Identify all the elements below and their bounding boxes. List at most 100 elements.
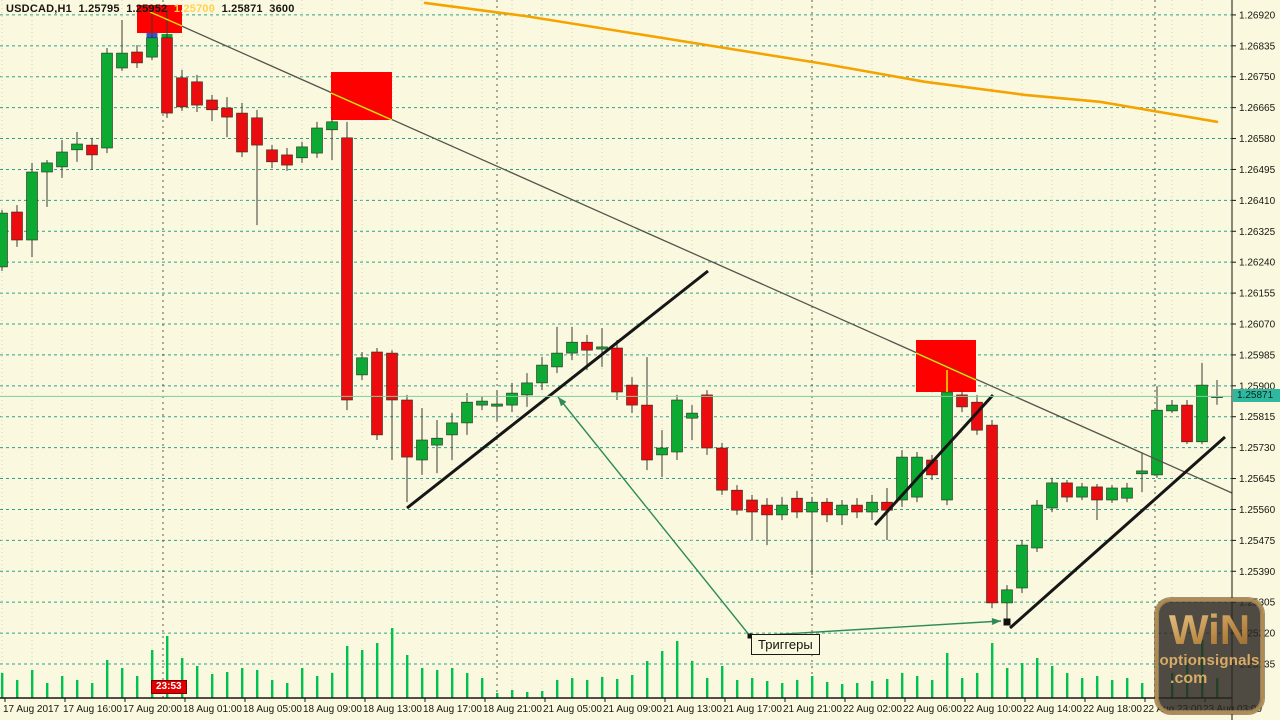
candle-body <box>461 401 473 424</box>
arrow-head <box>558 397 567 407</box>
time-axis-label: 18 Aug 21:00 <box>483 704 542 715</box>
candle-body <box>1196 384 1208 443</box>
candle-body <box>701 394 713 449</box>
volume-bar <box>61 676 64 698</box>
time-axis-label: 17 Aug 16:00 <box>63 704 122 715</box>
candle-body <box>1016 544 1028 589</box>
volume-bar <box>736 680 739 698</box>
time-axis-label: 17 Aug 20:00 <box>123 704 182 715</box>
candle-body <box>776 504 788 516</box>
volume-bar <box>766 681 769 698</box>
candle-body <box>656 447 668 456</box>
volume-bar <box>946 653 949 698</box>
time-axis-label: 21 Aug 21:00 <box>783 704 842 715</box>
trigger-arrow-left[interactable] <box>557 396 751 637</box>
candle-body <box>131 51 143 64</box>
candle-body <box>836 504 848 516</box>
price-axis-label: 1.26665 <box>1239 103 1276 114</box>
candle-body <box>1136 470 1148 475</box>
ascending-trendline-3[interactable] <box>1009 435 1226 630</box>
trendline-zone-highlight <box>149 11 183 27</box>
candle-body <box>26 171 38 241</box>
candle-body <box>116 52 128 69</box>
volume-bar <box>436 670 439 698</box>
candle-body <box>566 341 578 354</box>
volume-bar <box>481 678 484 698</box>
volume-bar <box>646 661 649 698</box>
candle-body <box>671 399 683 453</box>
candle-body <box>1121 487 1133 499</box>
time-axis-label: 21 Aug 13:00 <box>663 704 722 715</box>
volume-bar <box>301 668 304 698</box>
candle-body <box>161 37 173 114</box>
volume-bar <box>571 678 574 698</box>
volume-bar <box>376 643 379 698</box>
candle-body <box>581 341 593 351</box>
time-axis-label: 22 Aug 02:00 <box>843 704 902 715</box>
price-axis-label: 1.26410 <box>1239 196 1276 207</box>
candle-body <box>746 499 758 513</box>
volume-bar <box>91 683 94 698</box>
volume-bar <box>856 683 859 698</box>
candle-body <box>56 151 68 168</box>
volume-bar <box>616 679 619 698</box>
price-axis-label: 1.26325 <box>1239 227 1276 238</box>
candle-body <box>266 149 278 163</box>
volume-bar <box>16 680 19 698</box>
ascending-trendline-1[interactable] <box>406 269 709 510</box>
candle-body <box>491 403 503 407</box>
current-price-tag: 1.25871 <box>1233 389 1280 402</box>
volume-bar <box>391 628 394 698</box>
volume-bar <box>826 682 829 698</box>
time-axis-label: 22 Aug 18:00 <box>1083 704 1142 715</box>
volume-bar <box>106 660 109 698</box>
price-axis-label: 1.25815 <box>1239 412 1276 423</box>
volume-bar <box>166 636 169 698</box>
volume-bar <box>241 668 244 698</box>
object-anchor-handle[interactable] <box>1003 618 1011 626</box>
time-axis-label: 21 Aug 09:00 <box>603 704 662 715</box>
time-axis-label: 18 Aug 05:00 <box>243 704 302 715</box>
price-axis-label: 1.26835 <box>1239 41 1276 52</box>
price-axis-label: 1.26920 <box>1239 10 1276 21</box>
price-axis-label: 1.25985 <box>1239 350 1276 361</box>
volume-bar <box>676 641 679 698</box>
candle-body <box>506 392 518 406</box>
time-axis-label: 18 Aug 13:00 <box>363 704 422 715</box>
candle-body <box>716 447 728 491</box>
candle-body <box>206 99 218 111</box>
candle-body <box>221 107 233 118</box>
candle-body <box>1091 486 1103 501</box>
candle-body <box>476 400 488 406</box>
candle-body <box>611 347 623 393</box>
object-anchor-handle[interactable] <box>747 633 753 639</box>
candle-body <box>371 351 383 436</box>
volume-bar <box>1141 683 1144 698</box>
time-axis-label: 21 Aug 17:00 <box>723 704 782 715</box>
candle-body <box>971 401 983 431</box>
descending-trendline[interactable] <box>149 11 1233 494</box>
candle-body <box>1031 504 1043 549</box>
logo-win-text: WiN <box>1158 607 1261 653</box>
volume-bar <box>136 676 139 698</box>
volume-bar <box>496 693 499 698</box>
supply-zone-rectangle[interactable] <box>331 72 392 120</box>
time-axis-label: 21 Aug 05:00 <box>543 704 602 715</box>
triggers-text-label[interactable]: Триггеры <box>751 634 820 655</box>
price-axis-label: 1.25645 <box>1239 474 1276 485</box>
volume-bar <box>1066 673 1069 698</box>
trendline-zone-highlight <box>330 92 393 121</box>
candle-body <box>1106 487 1118 501</box>
candle-body <box>341 137 353 401</box>
candle-body <box>431 437 443 446</box>
time-axis-label: 18 Aug 01:00 <box>183 704 242 715</box>
supply-zone-rectangle[interactable] <box>137 5 182 33</box>
bar-countdown-timer: 23:53 <box>151 680 187 694</box>
ohlc-open: 1.25795 <box>78 3 120 15</box>
trigger-arrow-right[interactable] <box>749 620 1002 637</box>
chart-ohlc-title: USDCAD,H1 1.25795 1.25952 1.25700 1.2587… <box>6 3 295 15</box>
ascending-trendline-2[interactable] <box>873 393 995 527</box>
price-axis-label: 1.25475 <box>1239 536 1276 547</box>
